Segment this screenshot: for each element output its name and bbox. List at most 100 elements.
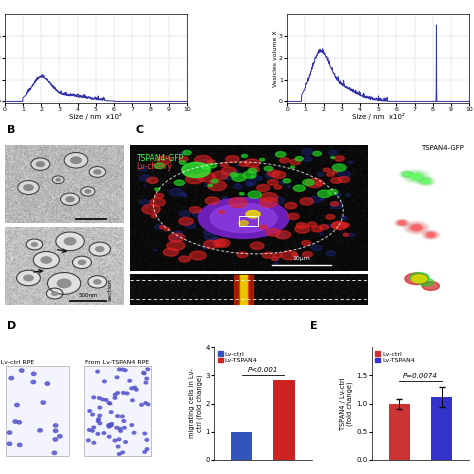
Circle shape — [93, 169, 101, 175]
Circle shape — [348, 161, 353, 164]
Circle shape — [128, 379, 131, 382]
Circle shape — [56, 279, 72, 288]
Circle shape — [334, 156, 344, 161]
Circle shape — [259, 225, 267, 229]
Circle shape — [422, 180, 430, 183]
Circle shape — [423, 231, 438, 238]
Circle shape — [81, 187, 95, 196]
Circle shape — [346, 194, 350, 196]
Circle shape — [142, 371, 146, 374]
Circle shape — [239, 222, 242, 223]
Circle shape — [179, 211, 190, 217]
Circle shape — [231, 171, 240, 176]
Circle shape — [102, 432, 106, 435]
Circle shape — [205, 183, 212, 187]
Circle shape — [402, 172, 411, 176]
Circle shape — [396, 220, 408, 226]
Circle shape — [113, 439, 117, 442]
Text: Merge: Merge — [375, 260, 392, 264]
Circle shape — [275, 230, 291, 239]
Circle shape — [198, 173, 215, 182]
Circle shape — [399, 170, 414, 178]
Legend: Lv-ctrl, Lv-TSPAN4: Lv-ctrl, Lv-TSPAN4 — [374, 350, 416, 364]
Circle shape — [311, 226, 323, 232]
Circle shape — [257, 184, 270, 191]
Circle shape — [404, 173, 410, 175]
Circle shape — [201, 164, 210, 169]
Circle shape — [110, 422, 113, 425]
Circle shape — [185, 222, 196, 228]
Circle shape — [302, 252, 312, 257]
Circle shape — [109, 424, 113, 427]
Bar — [231, 432, 252, 460]
Circle shape — [45, 382, 50, 385]
Circle shape — [409, 173, 424, 180]
Circle shape — [246, 183, 253, 186]
Circle shape — [9, 376, 14, 380]
Circle shape — [237, 165, 239, 166]
Circle shape — [98, 406, 101, 409]
Circle shape — [411, 225, 422, 230]
Circle shape — [398, 221, 406, 225]
Circle shape — [108, 423, 112, 426]
Circle shape — [274, 263, 279, 265]
Circle shape — [405, 173, 409, 175]
Circle shape — [274, 185, 282, 189]
Circle shape — [401, 172, 412, 177]
Circle shape — [145, 377, 148, 380]
Circle shape — [56, 232, 84, 251]
Circle shape — [293, 185, 305, 191]
Circle shape — [220, 163, 228, 167]
Text: 2μm: 2μm — [415, 298, 428, 303]
Circle shape — [242, 155, 247, 157]
Circle shape — [429, 234, 433, 236]
Circle shape — [142, 204, 160, 214]
Circle shape — [133, 386, 137, 389]
Circle shape — [317, 173, 324, 176]
Circle shape — [115, 427, 118, 429]
Circle shape — [323, 168, 330, 172]
Circle shape — [190, 251, 206, 260]
Circle shape — [179, 256, 190, 262]
Circle shape — [89, 242, 110, 256]
Circle shape — [194, 155, 212, 164]
Circle shape — [318, 190, 331, 198]
Circle shape — [250, 242, 264, 249]
Circle shape — [144, 402, 147, 404]
Circle shape — [173, 231, 183, 237]
Circle shape — [92, 441, 96, 444]
Text: P=0.0074: P=0.0074 — [403, 374, 438, 379]
Circle shape — [423, 180, 429, 183]
Circle shape — [154, 163, 164, 169]
Circle shape — [40, 256, 52, 264]
Circle shape — [210, 204, 224, 211]
Circle shape — [404, 170, 429, 183]
Circle shape — [331, 222, 345, 229]
Bar — [273, 380, 295, 460]
Circle shape — [125, 392, 129, 395]
Circle shape — [203, 247, 207, 249]
Circle shape — [228, 198, 247, 208]
Text: section: section — [108, 278, 113, 301]
Circle shape — [343, 233, 349, 236]
Circle shape — [226, 155, 239, 163]
Circle shape — [260, 192, 278, 202]
Circle shape — [267, 170, 280, 177]
Circle shape — [421, 230, 440, 240]
Circle shape — [248, 168, 257, 173]
Circle shape — [272, 171, 286, 179]
Circle shape — [338, 171, 351, 178]
Circle shape — [98, 422, 102, 425]
Circle shape — [274, 253, 282, 258]
Circle shape — [115, 376, 119, 379]
Circle shape — [230, 173, 238, 177]
Circle shape — [246, 180, 256, 185]
Circle shape — [276, 233, 285, 238]
Circle shape — [121, 451, 124, 454]
Circle shape — [332, 221, 347, 230]
Circle shape — [121, 368, 125, 371]
Circle shape — [150, 198, 165, 206]
Circle shape — [208, 163, 217, 168]
Circle shape — [107, 401, 111, 404]
Circle shape — [119, 429, 122, 432]
